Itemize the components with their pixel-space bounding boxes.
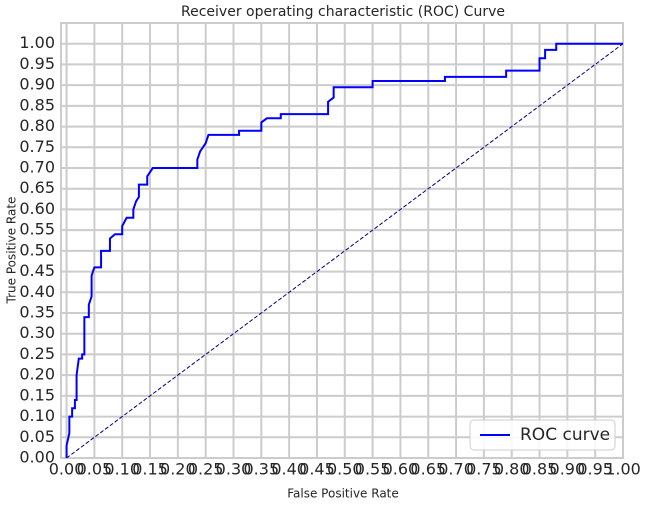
y-tick-label: 0.50 [19, 240, 55, 259]
x-tick-label: 0.70 [438, 460, 474, 479]
y-tick-label: 0.85 [19, 95, 55, 114]
y-tick-label: 1.00 [19, 33, 55, 52]
x-tick-label: 0.65 [410, 460, 446, 479]
x-tick-label: 0.20 [160, 460, 196, 479]
x-tick-label: 0.45 [299, 460, 335, 479]
x-tick-label: 0.30 [216, 460, 252, 479]
x-tick-label: 0.05 [77, 460, 113, 479]
x-tick-label: 0.00 [49, 460, 85, 479]
legend-box [469, 419, 616, 451]
y-tick-label: 0.75 [19, 137, 55, 156]
x-tick-label: 0.90 [550, 460, 586, 479]
y-tick-label: 0.10 [19, 406, 55, 425]
x-tick-label: 0.15 [132, 460, 168, 479]
y-tick-label: 0.95 [19, 54, 55, 73]
x-tick-label: 0.35 [244, 460, 280, 479]
y-tick-label: 0.70 [19, 158, 55, 177]
x-tick-label: 0.60 [383, 460, 419, 479]
y-tick-label: 0.80 [19, 116, 55, 135]
y-tick-label: 0.65 [19, 178, 55, 197]
roc-line [65, 42, 623, 458]
x-axis-label: False Positive Rate [287, 487, 399, 501]
x-tick-label: 0.55 [355, 460, 391, 479]
x-tick-label: 0.40 [271, 460, 307, 479]
y-tick-label: 0.05 [19, 427, 55, 446]
x-tick-label: 0.80 [494, 460, 530, 479]
y-tick-label: 0.40 [19, 282, 55, 301]
x-tick-label: 1.00 [605, 460, 641, 479]
plot-frame [60, 22, 624, 459]
y-tick-label: 0.35 [19, 303, 55, 322]
chart-title: Receiver operating characteristic (ROC) … [181, 4, 505, 20]
x-tick-label: 0.50 [327, 460, 363, 479]
y-tick-label: 0.55 [19, 220, 55, 239]
y-axis-label: True Positive Rate [5, 197, 19, 305]
x-tick-label: 0.95 [577, 460, 613, 479]
y-tick-label: 0.00 [19, 448, 55, 467]
x-tick-label: 0.85 [522, 460, 558, 479]
y-tick-label: 0.25 [19, 344, 55, 363]
reference-line [66, 43, 624, 459]
y-tick-label: 0.45 [19, 261, 55, 280]
x-tick-label: 0.25 [188, 460, 224, 479]
y-tick-label: 0.90 [19, 75, 55, 94]
y-tick-label: 0.30 [19, 323, 55, 342]
x-tick-label: 0.75 [466, 460, 502, 479]
y-tick-label: 0.20 [19, 365, 55, 384]
legend: ROC curve [469, 419, 616, 451]
y-tick-label: 0.60 [19, 199, 55, 218]
legend-label: ROC curve [520, 425, 610, 445]
y-tick-label: 0.15 [19, 385, 55, 404]
x-tick-label: 0.10 [104, 460, 140, 479]
